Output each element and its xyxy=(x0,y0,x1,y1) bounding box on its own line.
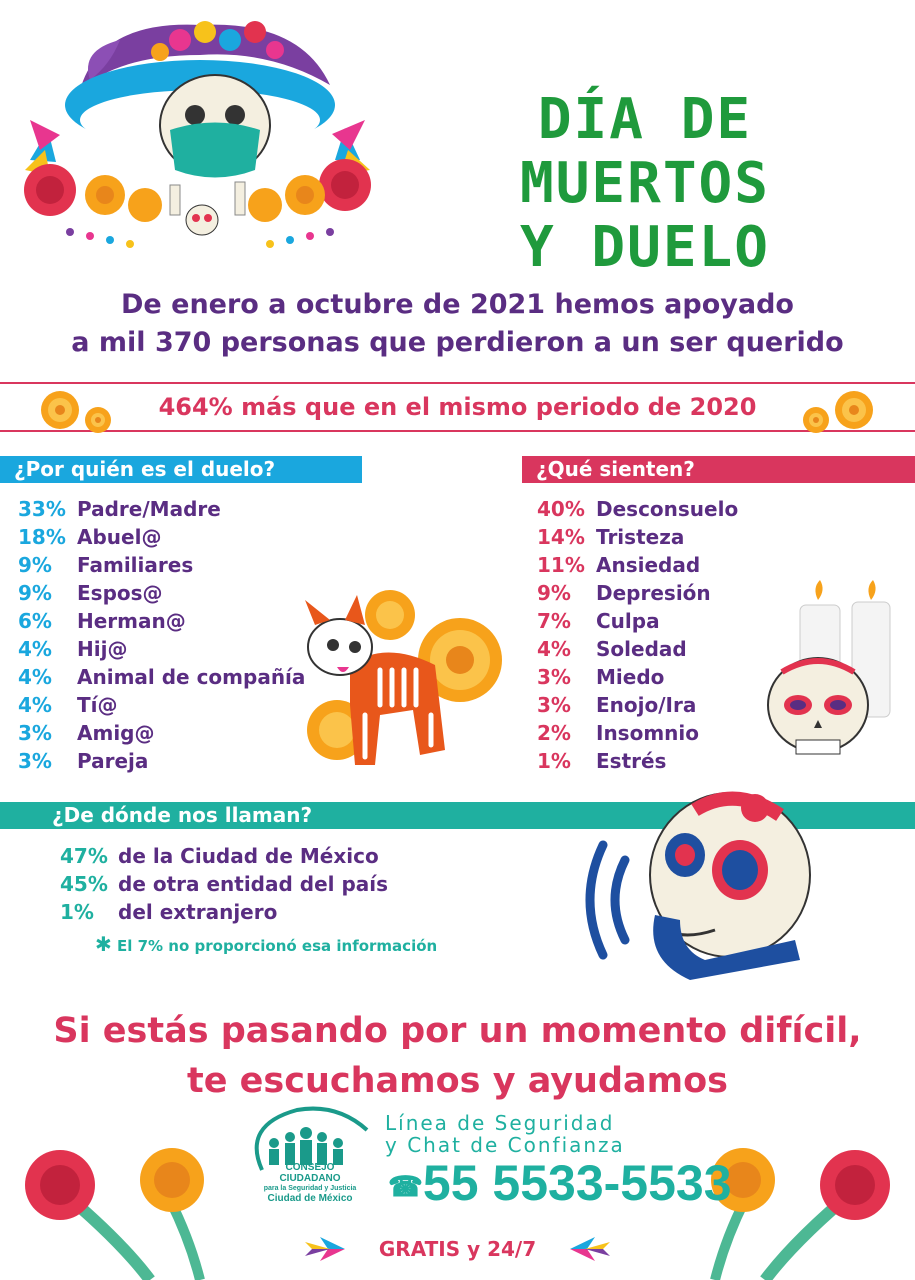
grief-for-list: 33% Padre/Madre 18% Abuel@ 9% Familiares 9%… xyxy=(18,495,305,775)
list-item: 18% Abuel@ xyxy=(18,525,162,549)
marigold-left-icon xyxy=(41,391,111,433)
list-item: 7% Culpa xyxy=(537,609,660,633)
cta-line-2: te escuchamos y ayudamos xyxy=(187,1061,728,1101)
candles-skull-illustration xyxy=(767,580,891,755)
intro-line-1: De enero a octubre de 2021 hemos apoyado xyxy=(121,289,794,320)
list-item: 9% Depresión xyxy=(537,581,711,605)
list-item: 3% Miedo xyxy=(537,665,665,689)
phone-skull-illustration xyxy=(585,791,811,980)
divider-top xyxy=(0,382,915,384)
consejo-ciudadano-logo xyxy=(254,1106,369,1171)
origin-note: ✱ El 7% no proporcionó esa información xyxy=(95,932,438,956)
feelings-list: 40% Desconsuelo 14% Tristeza 11% Ansiedad 9… xyxy=(537,495,738,775)
org-name: CONSEJO CIUDADANO para la Seguridad y Ju… xyxy=(263,1162,357,1204)
catrina-illustration xyxy=(24,21,371,248)
phone-icon: ☎ xyxy=(388,1170,423,1202)
list-item: 3% Amig@ xyxy=(18,721,155,745)
title-line-2: Y DUELO xyxy=(519,215,770,280)
intro-text: De enero a octubre de 2021 hemos apoyado… xyxy=(20,286,895,362)
carnations-right-illustration xyxy=(710,1148,890,1280)
call-to-action: Si estás pasando por un momento difícil,… xyxy=(10,1006,905,1106)
list-item: 45% de otra entidad del país xyxy=(60,872,389,896)
carnations-left-illustration xyxy=(25,1148,205,1280)
list-item: 9% Familiares xyxy=(18,553,194,577)
list-item: 11% Ansiedad xyxy=(537,553,701,577)
list-item: 1% del extranjero xyxy=(60,900,278,924)
marigold-right-icon xyxy=(803,391,873,433)
comparison-text: 464% más que en el mismo periodo de 2020 xyxy=(158,393,757,421)
list-item: 9% Espos@ xyxy=(18,581,163,605)
list-item: 40% Desconsuelo xyxy=(537,497,739,521)
list-item: 33% Padre/Madre xyxy=(18,497,221,521)
cta-line-1: Si estás pasando por un momento difícil, xyxy=(53,1011,862,1051)
list-item: 14% Tristeza xyxy=(537,525,685,549)
list-item: 4% Soledad xyxy=(537,637,687,661)
page-title: DÍA DE MUERTOS Y DUELO xyxy=(400,88,890,280)
intro-highlight: mil 370 xyxy=(98,327,212,358)
sprig-icon-right xyxy=(570,1237,610,1261)
divider-bottom xyxy=(0,430,915,432)
intro-line-2: a mil 370 personas que perdieron a un se… xyxy=(20,324,895,362)
list-item: 4% Animal de compañía xyxy=(18,665,306,689)
list-item: 4% Hij@ xyxy=(18,637,128,661)
hotline-label: Línea de Seguridad y Chat de Confianza xyxy=(385,1111,625,1157)
grief-for-header: ¿Por quién es el duelo? xyxy=(0,456,362,483)
list-item: 3% Pareja xyxy=(18,749,149,773)
list-item: 4% Tí@ xyxy=(18,693,118,717)
list-item: 2% Insomnio xyxy=(537,721,699,745)
intro-suffix: personas que perdieron a un ser querido xyxy=(211,327,844,358)
list-item: 3% Enojo/Ira xyxy=(537,693,697,717)
intro-prefix: a xyxy=(71,327,99,358)
sprig-icon-left xyxy=(305,1237,345,1261)
feelings-header: ¿Qué sienten? xyxy=(522,456,915,483)
list-item: 6% Herman@ xyxy=(18,609,186,633)
skeleton-dog-illustration xyxy=(305,590,502,765)
phone-number[interactable]: ☎55 5533-5533 xyxy=(388,1155,732,1211)
list-item: 47% de la Ciudad de México xyxy=(60,844,379,868)
title-line-1: DÍA DE MUERTOS xyxy=(519,87,770,216)
list-item: 1% Estrés xyxy=(537,749,667,773)
origin-list: 47% de la Ciudad de México 45% de otra ent… xyxy=(60,842,388,926)
availability-text: GRATIS y 24/7 xyxy=(378,1237,537,1261)
asterisk-icon: ✱ xyxy=(95,932,112,956)
